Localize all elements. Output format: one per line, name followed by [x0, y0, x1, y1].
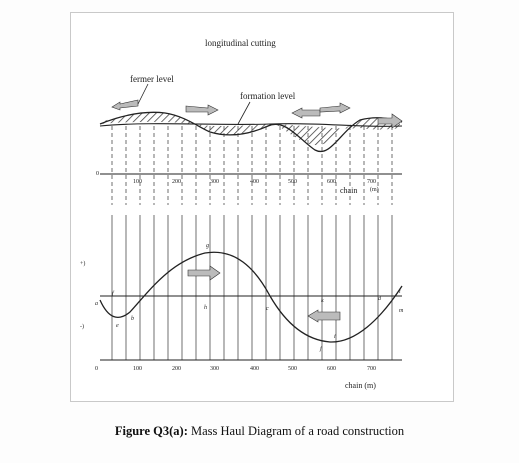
bottom-tick-600: 600 — [327, 366, 336, 372]
bottom-tick-700: 700 — [367, 366, 376, 372]
former-level-line — [99, 111, 403, 153]
point-label-j: j — [319, 346, 322, 352]
bottom-tick-500: 500 — [288, 366, 297, 372]
diagram-title: longitudinal cutting — [205, 38, 276, 48]
haul-arrow-right-1 — [185, 104, 219, 116]
top-tick-600: 600 — [327, 179, 336, 185]
point-label-e: e — [116, 323, 119, 329]
fill-area-2 — [275, 120, 360, 146]
bottom-chain-label: chain (m) — [345, 381, 376, 390]
point-label-l: l — [399, 289, 401, 295]
point-label-d: d — [378, 296, 382, 302]
top-tick-100: 100 — [133, 179, 142, 185]
point-label-b: b — [131, 316, 134, 322]
mass-haul-arrow-left — [307, 309, 341, 323]
haul-arrow-right-3 — [377, 113, 403, 129]
cut-area-1 — [100, 112, 210, 132]
figure-caption: Figure Q3(a): Mass Haul Diagram of a roa… — [0, 424, 519, 439]
longitudinal-section — [99, 83, 403, 175]
mass-haul-curve-section — [99, 251, 403, 361]
fill-area-1 — [210, 124, 268, 135]
formation-level-line — [99, 123, 403, 127]
top-tick-300: 300 — [210, 179, 219, 185]
bottom-tick-400: 400 — [250, 366, 259, 372]
bottom-tick-200: 200 — [172, 366, 181, 372]
point-label-a: a — [95, 301, 98, 307]
point-label-k: k — [321, 298, 324, 304]
point-label-i: i — [334, 334, 336, 340]
top-tick-500: 500 — [288, 179, 297, 185]
minus-sign-label: -) — [80, 323, 84, 330]
bottom-zero-label: 0 — [95, 366, 98, 372]
top-chain-label: chain — [340, 186, 357, 195]
formation-level-label: formation level — [240, 91, 296, 101]
vertical-guides-top — [111, 126, 393, 205]
haul-arrow-left-2 — [291, 107, 321, 119]
point-label-g: g — [206, 243, 209, 249]
top-chain-unit: (m) — [370, 186, 379, 193]
figure-frame — [70, 12, 454, 402]
caption-prefix: Figure Q3(a): — [114, 424, 188, 438]
bottom-tick-300: 300 — [210, 366, 219, 372]
point-label-f: f — [112, 290, 115, 297]
top-tick-200: 200 — [172, 179, 181, 185]
bottom-tick-100: 100 — [133, 366, 142, 372]
former-level-label: fermer level — [130, 74, 174, 84]
point-label-c: c — [266, 306, 269, 312]
point-label-m: m — [399, 308, 404, 314]
top-tick-700: 700 — [367, 179, 376, 185]
haul-arrow-right-2 — [319, 102, 351, 114]
point-label-h: h — [204, 305, 207, 311]
haul-arrow-left-1 — [111, 99, 139, 111]
vertical-lines-bottom — [111, 215, 393, 360]
top-zero-label: 0 — [96, 171, 99, 177]
plus-sign-label: +) — [80, 260, 85, 267]
caption-text: Mass Haul Diagram of a road construction — [187, 424, 405, 438]
top-tick-400: 400 — [250, 179, 259, 185]
mass-haul-arrow-right — [187, 265, 221, 281]
mass-haul-curve — [99, 251, 403, 343]
